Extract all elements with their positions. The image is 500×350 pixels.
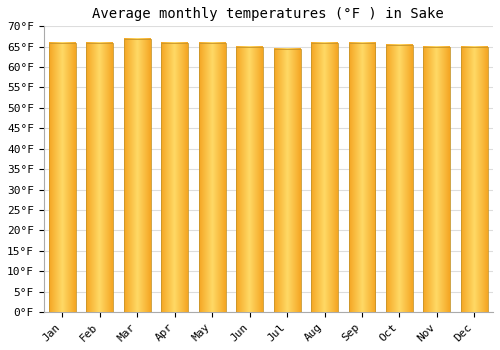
Bar <box>424 47 450 312</box>
Bar <box>124 38 151 312</box>
Bar <box>311 43 338 312</box>
Bar <box>162 43 188 312</box>
Bar <box>274 49 300 312</box>
Bar <box>236 47 263 312</box>
Bar <box>86 43 114 312</box>
Title: Average monthly temperatures (°F ) in Sake: Average monthly temperatures (°F ) in Sa… <box>92 7 444 21</box>
Bar <box>198 43 226 312</box>
Bar <box>386 45 413 312</box>
Bar <box>49 43 76 312</box>
Bar <box>461 47 488 312</box>
Bar <box>348 43 376 312</box>
